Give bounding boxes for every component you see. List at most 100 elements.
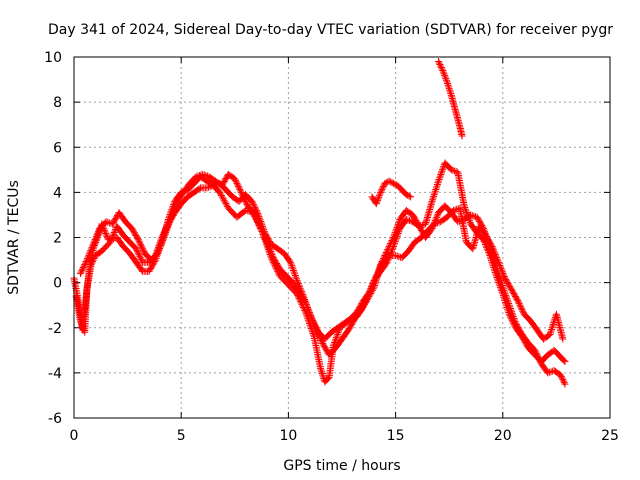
data-point bbox=[496, 261, 504, 269]
data-point bbox=[91, 237, 99, 245]
data-point bbox=[394, 229, 402, 237]
data-point bbox=[136, 252, 144, 260]
data-point bbox=[159, 237, 167, 245]
data-point bbox=[312, 322, 320, 330]
data-point bbox=[317, 364, 325, 372]
data-point bbox=[441, 73, 449, 81]
y-tick-label: -6 bbox=[48, 411, 62, 427]
data-point bbox=[432, 184, 440, 192]
data-point bbox=[249, 199, 257, 207]
data-point bbox=[317, 366, 325, 374]
data-point bbox=[203, 184, 211, 192]
data-point bbox=[489, 246, 497, 254]
data-point bbox=[216, 188, 224, 196]
data-point bbox=[231, 175, 239, 183]
data-point bbox=[257, 226, 265, 234]
data-point bbox=[464, 212, 472, 220]
data-point bbox=[505, 309, 513, 317]
data-point bbox=[234, 181, 242, 189]
data-point bbox=[561, 358, 569, 366]
data-point bbox=[165, 219, 173, 227]
data-point bbox=[481, 240, 489, 248]
data-point bbox=[432, 219, 440, 227]
data-point bbox=[439, 68, 447, 76]
data-point bbox=[310, 331, 318, 339]
data-point bbox=[517, 303, 525, 311]
data-point bbox=[488, 257, 496, 265]
x-tick-label: 10 bbox=[279, 428, 297, 444]
data-point bbox=[171, 204, 179, 212]
data-point bbox=[262, 237, 270, 245]
data-point bbox=[483, 244, 491, 252]
data-point bbox=[392, 234, 400, 242]
data-point bbox=[254, 220, 262, 228]
data-point bbox=[134, 248, 142, 256]
data-point bbox=[458, 132, 466, 140]
data-point bbox=[205, 183, 213, 191]
data-point bbox=[217, 190, 225, 198]
data-point bbox=[166, 215, 174, 223]
data-point bbox=[288, 262, 296, 270]
x-tick-label: 0 bbox=[70, 428, 79, 444]
data-point bbox=[494, 257, 502, 265]
data-point bbox=[498, 288, 506, 296]
data-point bbox=[248, 197, 256, 205]
data-point bbox=[233, 179, 241, 187]
data-point bbox=[558, 374, 566, 382]
data-point bbox=[377, 263, 385, 271]
data-point bbox=[268, 251, 276, 259]
data-point bbox=[301, 298, 309, 306]
data-point bbox=[437, 171, 445, 179]
data-point bbox=[370, 277, 378, 285]
data-point bbox=[87, 261, 95, 269]
data-point bbox=[498, 287, 506, 295]
data-point bbox=[303, 302, 311, 310]
data-point bbox=[499, 290, 507, 298]
data-point bbox=[256, 223, 264, 231]
data-point bbox=[158, 238, 166, 246]
data-point bbox=[453, 205, 461, 213]
data-point bbox=[222, 199, 230, 207]
data-point bbox=[389, 179, 397, 187]
data-point bbox=[331, 337, 339, 345]
data-point bbox=[395, 219, 403, 227]
data-point bbox=[502, 300, 510, 308]
data-point bbox=[80, 262, 88, 270]
data-point bbox=[318, 338, 326, 346]
data-point bbox=[239, 191, 247, 199]
data-point bbox=[87, 247, 95, 255]
data-point bbox=[447, 90, 455, 98]
data-point bbox=[160, 234, 168, 241]
data-point bbox=[368, 281, 376, 289]
data-point bbox=[261, 234, 269, 241]
data-point bbox=[219, 195, 227, 203]
data-point bbox=[85, 250, 93, 258]
data-point bbox=[492, 270, 500, 278]
data-point bbox=[157, 240, 165, 248]
data-point bbox=[433, 219, 441, 227]
data-point bbox=[309, 318, 317, 326]
data-point bbox=[387, 178, 395, 186]
data-point bbox=[257, 224, 265, 232]
data-point bbox=[370, 278, 378, 286]
data-point bbox=[109, 232, 117, 240]
data-point bbox=[156, 245, 164, 253]
data-point bbox=[433, 212, 441, 220]
y-axis-label: SDTVAR / TECUs bbox=[6, 180, 22, 295]
data-point bbox=[251, 203, 259, 211]
data-point bbox=[252, 214, 260, 222]
data-point bbox=[559, 335, 567, 343]
data-point bbox=[367, 286, 375, 294]
data-point bbox=[199, 170, 207, 178]
data-point bbox=[500, 273, 508, 281]
data-point bbox=[446, 88, 454, 96]
data-point bbox=[324, 375, 332, 383]
data-point bbox=[559, 376, 567, 384]
data-point bbox=[438, 167, 446, 175]
data-point bbox=[394, 231, 402, 239]
data-point bbox=[402, 191, 410, 199]
data-point bbox=[487, 255, 495, 263]
data-point bbox=[208, 182, 216, 190]
data-point bbox=[395, 228, 403, 236]
data-point bbox=[437, 169, 445, 177]
